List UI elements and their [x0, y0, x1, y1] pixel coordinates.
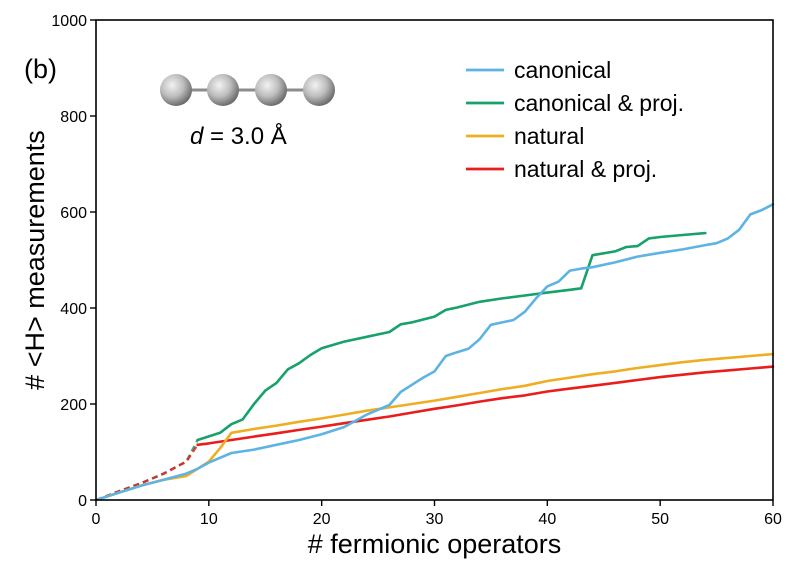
atom-4	[303, 74, 335, 106]
y-tick-label: 1000	[51, 13, 87, 30]
y-tick-label: 600	[60, 205, 87, 222]
atom-3	[255, 74, 287, 106]
y-axis-title: # <H> measurements	[20, 130, 50, 390]
x-tick-label: 50	[651, 511, 669, 528]
y-tick-label: 0	[78, 493, 87, 510]
y-tick-label: 200	[60, 397, 87, 414]
series-canonical-proj-line	[196, 231, 707, 442]
distance-value: = 3.0 Å	[203, 122, 286, 150]
x-tick-label: 40	[538, 511, 556, 528]
x-axis-title: # fermionic operators	[308, 529, 562, 559]
molecule-chain-icon	[160, 74, 335, 106]
legend: canonical canonical & proj. natural natural…	[466, 57, 684, 182]
y-tick-label: 800	[60, 109, 87, 126]
series-natural-proj-line	[196, 365, 775, 447]
legend-label-natural-proj: natural & proj.	[514, 156, 657, 182]
series-canonical-proj-dashed-segment	[95, 439, 199, 502]
panel-label: (b)	[24, 54, 57, 84]
x-tick-label: 0	[92, 511, 101, 528]
x-tick-label: 10	[200, 511, 218, 528]
series-canonical-line	[94, 203, 775, 502]
series-natural-proj-dashed-segment	[95, 444, 199, 502]
x-tick-label: 30	[426, 511, 444, 528]
distance-annotation: d = 3.0 Å	[190, 122, 287, 150]
y-tick-label: 400	[60, 301, 87, 318]
legend-label-canonical: canonical	[514, 57, 611, 83]
distance-symbol: d	[190, 123, 204, 150]
atom-2	[207, 74, 239, 106]
atom-1	[160, 74, 192, 106]
legend-label-canonical-proj: canonical & proj.	[514, 90, 684, 116]
x-tick-label: 20	[313, 511, 331, 528]
legend-label-natural: natural	[514, 123, 584, 149]
x-tick-label: 60	[764, 511, 782, 528]
series-layer	[94, 203, 775, 502]
